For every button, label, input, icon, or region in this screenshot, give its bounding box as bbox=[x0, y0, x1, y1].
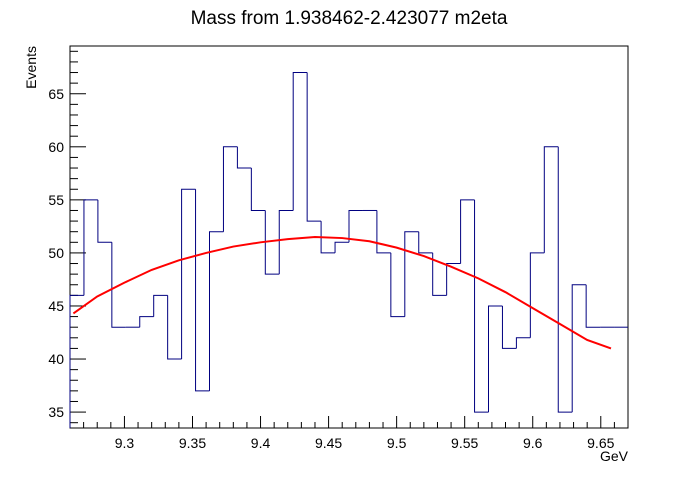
histogram-bin bbox=[250, 168, 266, 211]
x-axis-label: GeV bbox=[600, 448, 629, 464]
histogram-bin bbox=[529, 252, 545, 338]
x-tick-label: 9.55 bbox=[451, 435, 478, 451]
y-tick-label: 65 bbox=[48, 86, 64, 102]
histogram-bin bbox=[209, 231, 224, 391]
histogram-bin bbox=[334, 241, 349, 253]
x-tick-label: 9.3 bbox=[115, 435, 135, 451]
histogram-bin bbox=[557, 146, 573, 413]
histogram-bin bbox=[111, 242, 126, 328]
histogram-bin bbox=[571, 284, 587, 413]
histogram-bin bbox=[418, 231, 433, 254]
histogram-bin bbox=[474, 199, 489, 413]
histogram-bin bbox=[501, 305, 517, 349]
y-tick-label: 60 bbox=[48, 139, 64, 155]
x-tick-label: 9.45 bbox=[315, 435, 342, 451]
histogram-bin bbox=[69, 294, 84, 428]
y-tick-label: 40 bbox=[48, 351, 64, 367]
histogram-bin bbox=[97, 199, 112, 243]
histogram-bin bbox=[460, 199, 475, 264]
histogram-bin bbox=[222, 146, 238, 232]
histogram-bin bbox=[181, 188, 196, 360]
histogram-bin bbox=[306, 72, 322, 222]
x-tick-label: 9.5 bbox=[387, 435, 407, 451]
histogram-bin bbox=[264, 210, 280, 275]
x-tick-label: 9.35 bbox=[179, 435, 206, 451]
x-tick-label: 9.4 bbox=[251, 435, 271, 451]
histogram-bin bbox=[83, 199, 98, 296]
histogram-bin bbox=[390, 252, 405, 318]
histogram-bin bbox=[432, 252, 447, 296]
histogram-bin bbox=[167, 295, 182, 360]
histogram-series bbox=[69, 72, 628, 428]
y-axis-label: Events bbox=[23, 46, 39, 89]
histogram-bin bbox=[404, 231, 419, 317]
x-tick-label: 9.6 bbox=[523, 435, 543, 451]
histogram-bin bbox=[488, 305, 503, 413]
histogram-bin bbox=[278, 209, 294, 275]
y-tick-label: 35 bbox=[48, 404, 64, 420]
histogram-bin bbox=[348, 209, 363, 243]
y-tick-label: 55 bbox=[48, 192, 64, 208]
histogram-bin bbox=[515, 337, 531, 349]
histogram-bin bbox=[446, 263, 461, 296]
plot-frame bbox=[69, 45, 629, 429]
histogram-bin bbox=[376, 210, 391, 254]
histogram-bin bbox=[139, 316, 154, 328]
histogram-bin bbox=[543, 146, 559, 253]
x-tick-label: 9.65 bbox=[587, 435, 614, 451]
histogram-bin bbox=[585, 284, 601, 328]
chart-title: Mass from 1.938462-2.423077 m2eta bbox=[191, 8, 508, 29]
fit-curve bbox=[72, 235, 612, 350]
histogram-bin bbox=[320, 221, 336, 254]
y-tick-label: 50 bbox=[48, 245, 64, 261]
histogram-bin bbox=[236, 146, 252, 169]
histogram-bin bbox=[292, 72, 308, 211]
histogram-bin bbox=[153, 294, 168, 317]
y-tick-label: 45 bbox=[48, 298, 64, 314]
